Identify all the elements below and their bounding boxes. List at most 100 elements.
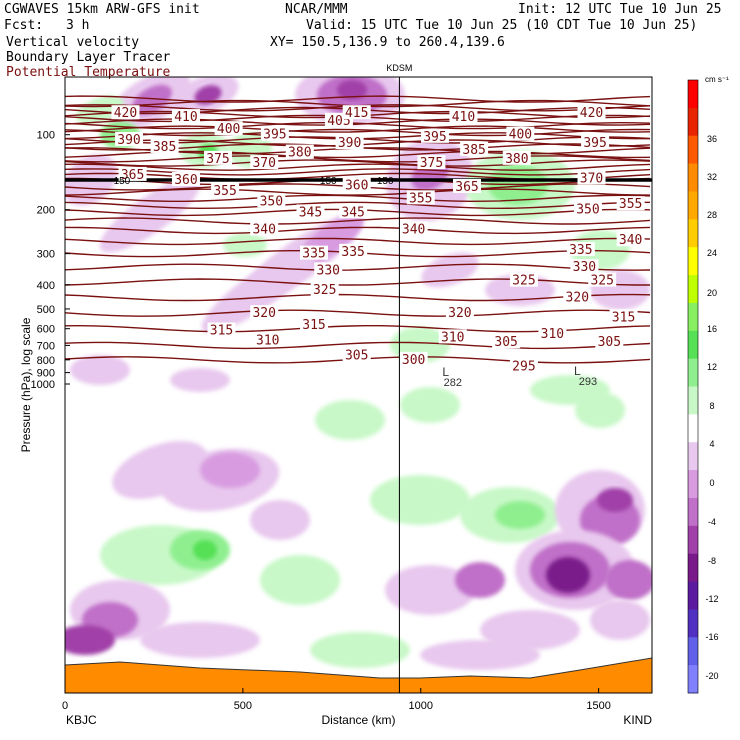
colorbar-swatch xyxy=(688,302,698,332)
theta-label: 410 xyxy=(452,110,475,125)
theta-label: 375 xyxy=(420,156,443,171)
surface-value: 293 xyxy=(579,376,597,388)
y-tick-label: 500 xyxy=(37,304,55,316)
w-shading-blob xyxy=(70,355,130,385)
theta-label: 370 xyxy=(580,172,603,187)
theta-label-bg xyxy=(573,201,602,216)
theta-label: 365 xyxy=(121,168,144,183)
w-shading-blob xyxy=(597,488,633,512)
colorbar-label: -8 xyxy=(708,556,716,566)
theta-label: 335 xyxy=(569,243,592,258)
colorbar-label: -12 xyxy=(705,594,718,604)
theta-contour xyxy=(65,128,651,137)
theta-contour xyxy=(65,194,651,203)
theta-label: 315 xyxy=(612,310,635,325)
y-tick-label: 400 xyxy=(37,280,55,292)
theta-label-bg xyxy=(449,109,478,124)
vertical-velocity-field xyxy=(65,77,652,693)
colorbar-swatch xyxy=(688,442,698,471)
theta-contour xyxy=(65,217,651,225)
w-shading-blob xyxy=(546,557,590,593)
theta-label-bg xyxy=(310,282,339,297)
surface-value: 282 xyxy=(444,377,462,389)
w-shading-blob xyxy=(421,252,479,288)
colorbar-swatch xyxy=(688,386,698,415)
theta-label-bg xyxy=(211,182,240,197)
theta-label-bg xyxy=(150,138,179,153)
theta-label: 305 xyxy=(345,349,368,364)
w-shading-blob xyxy=(315,400,385,440)
theta-label: 350 xyxy=(260,194,283,209)
theta-label-bg xyxy=(118,166,147,181)
colorbar-swatch xyxy=(688,135,698,165)
colorbar-swatch xyxy=(688,80,698,109)
x-tick-label: 500 xyxy=(234,700,252,712)
theta-label: 325 xyxy=(512,274,535,289)
theta-label: 320 xyxy=(252,306,275,321)
w-shading-blob xyxy=(385,565,475,615)
theta-label-bg xyxy=(250,305,279,320)
w-shading-blob xyxy=(200,452,260,488)
theta-label-bg xyxy=(203,150,232,165)
colorbar-label: 12 xyxy=(707,362,717,372)
theta-contour xyxy=(65,163,651,171)
colorbar-label: -16 xyxy=(705,632,718,642)
theta-label-bg xyxy=(342,105,371,120)
theta-label: 320 xyxy=(566,291,589,306)
init-time: Init: 12 UTC Tue 10 Jun 25 xyxy=(518,2,722,17)
theta-label: 360 xyxy=(345,179,368,194)
theta-label-bg xyxy=(253,332,282,347)
theta-label: 400 xyxy=(217,122,240,137)
theta-label-bg xyxy=(399,351,428,366)
theta-label: 355 xyxy=(409,191,432,206)
colorbar: cm s⁻¹ 36 32 28 24 20 16 12 8 4 0 -4 -8 -12 -16 -20 xyxy=(687,75,729,694)
theta-label-bg xyxy=(342,177,371,192)
colorbar-label: 16 xyxy=(707,324,717,334)
y-tick-label: 900 xyxy=(37,368,55,380)
theta-label: 335 xyxy=(302,247,325,262)
theta-label-bg xyxy=(417,155,446,170)
w-shading-blob xyxy=(400,387,460,423)
field-vertical-velocity: Vertical velocity xyxy=(6,35,140,50)
w-shading-blob xyxy=(480,610,580,650)
theta-label-bg xyxy=(314,262,343,277)
colorbar-swatch xyxy=(688,581,698,610)
low-marker: L xyxy=(442,365,449,379)
colorbar-swatch xyxy=(688,665,698,694)
theta-label-bg xyxy=(342,347,371,362)
w-shading-blob xyxy=(310,632,410,668)
w-shading-blob xyxy=(140,622,260,658)
theta-label: 375 xyxy=(206,152,229,167)
theta-label-bg xyxy=(509,272,538,287)
y-tick-label: 700 xyxy=(37,340,55,352)
colorbar-swatch xyxy=(688,414,698,443)
theta-label-bg xyxy=(570,259,599,274)
theta-label-bg xyxy=(339,204,368,219)
theta-label: 345 xyxy=(341,205,364,220)
x-tick-label: 1500 xyxy=(586,700,610,712)
theta-label: 310 xyxy=(441,330,464,345)
theta-label-bg xyxy=(588,272,617,287)
theta-contour xyxy=(65,125,651,133)
theta-label-bg xyxy=(296,204,325,219)
theta-label-bg xyxy=(577,105,606,120)
theta-label-bg xyxy=(111,105,140,120)
theta-label-bg xyxy=(260,126,289,141)
w-shading-blob xyxy=(193,540,217,560)
y-tick-label: 100 xyxy=(37,130,55,142)
w-shading-blob xyxy=(575,392,625,428)
w-shading-blob xyxy=(337,80,367,100)
colorbar-swatch xyxy=(688,163,698,192)
theta-label: 385 xyxy=(462,143,485,158)
theta-label: 380 xyxy=(288,146,311,161)
theta-label: 340 xyxy=(252,222,275,237)
theta-label: 355 xyxy=(213,184,236,199)
org-label: NCAR/MMM xyxy=(285,2,348,17)
theta-label-bg xyxy=(492,334,521,349)
colorbar-swatch xyxy=(688,637,698,666)
colorbar-swatch xyxy=(688,107,698,137)
w-shading-blob xyxy=(370,475,470,525)
theta-label: 300 xyxy=(402,353,425,368)
w-shading-blob xyxy=(455,562,505,598)
